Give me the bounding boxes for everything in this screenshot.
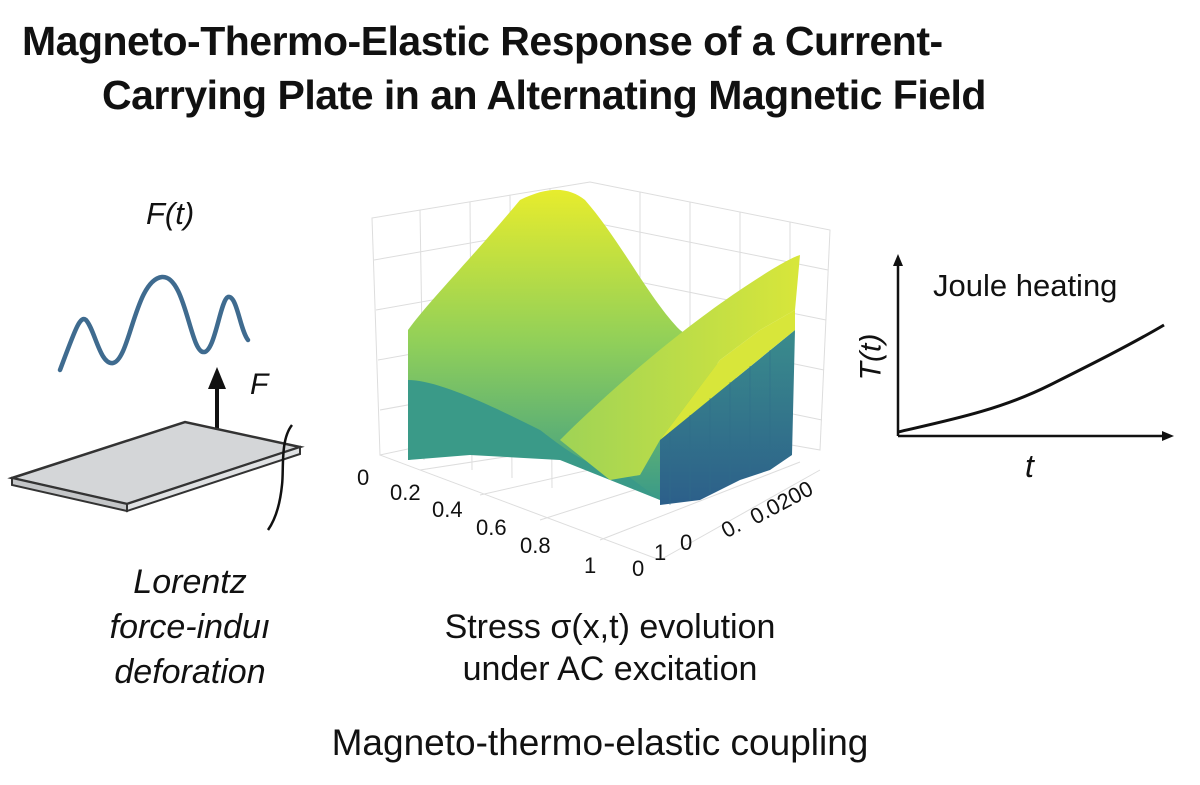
t-tick: 0 <box>632 556 645 581</box>
x-tick: 0 <box>357 465 370 490</box>
x-axis-label: t <box>1025 448 1034 484</box>
t-tick: 1 <box>654 540 667 565</box>
y-axis-label: T(t) <box>854 333 888 381</box>
x-tick: 0.8 <box>520 533 551 558</box>
title-line-2: Carrying Plate in an Alternating Magneti… <box>102 72 986 118</box>
caption-line: force-induı <box>109 608 271 646</box>
center-caption: Stress σ(x,t) evolution under AC excitat… <box>370 606 850 690</box>
x-tick: 0.6 <box>476 515 507 540</box>
x-tick: 1 <box>584 553 597 578</box>
force-arrow-label: F <box>250 368 269 401</box>
footer-label: Magneto-thermo-elastic coupling <box>331 722 869 763</box>
caption-line: Stress σ(x,t) evolution <box>444 608 776 646</box>
caption-line: Lorentz <box>133 563 247 601</box>
t-tick: 0 <box>680 530 693 555</box>
joule-heating-annotation: Joule heating <box>933 268 1118 303</box>
title-line-1: Magneto-Thermo-Elastic Response of a Cur… <box>22 18 943 64</box>
plate-diagram <box>7 274 305 531</box>
force-wave-icon <box>57 274 251 373</box>
force-signal-label: F(t) <box>146 196 195 231</box>
left-caption: Lorentz force-induı deforation <box>60 560 320 695</box>
caption-line: deforation <box>114 653 266 691</box>
x-tick: 0.4 <box>432 497 463 522</box>
current-wire-icon <box>266 424 294 531</box>
temperature-curve <box>897 323 1165 434</box>
x-tick: 0.2 <box>390 480 421 505</box>
caption-line: under AC excitation <box>462 650 758 688</box>
